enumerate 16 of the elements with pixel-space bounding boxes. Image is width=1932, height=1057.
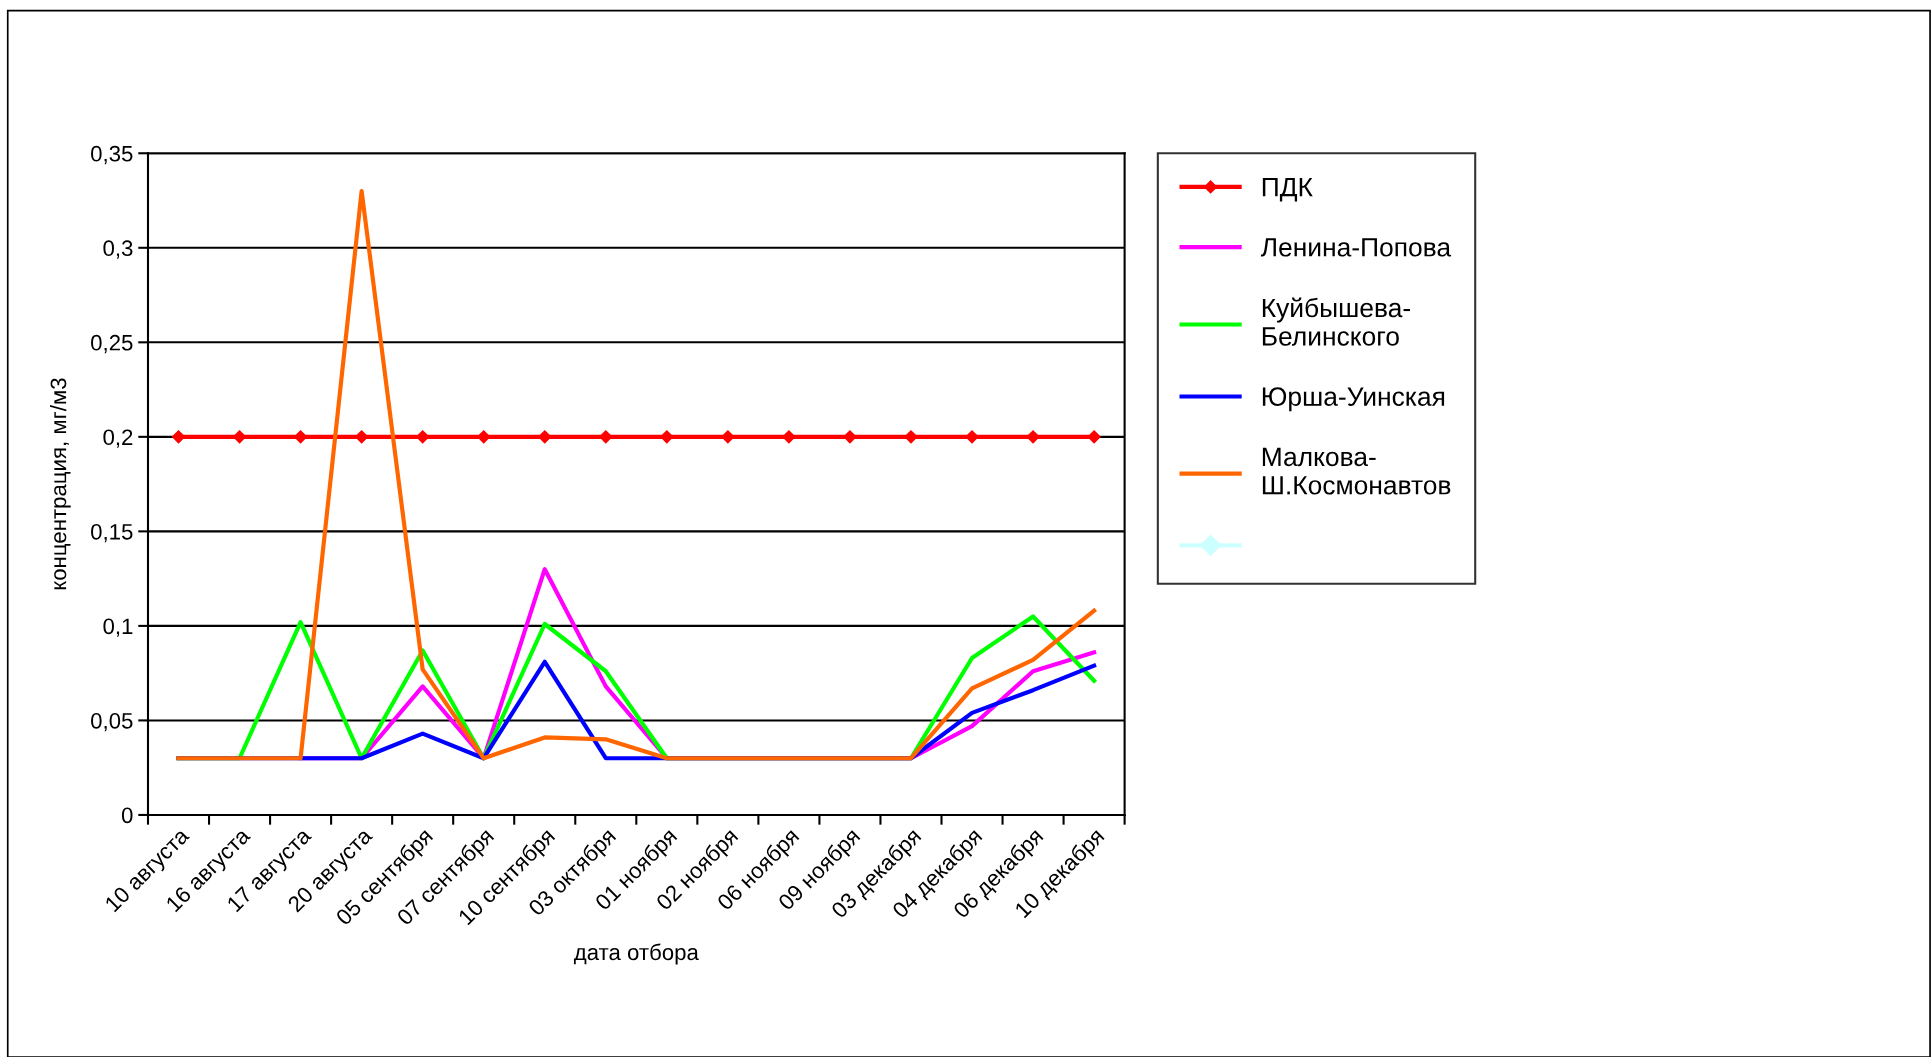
legend-label: Юрша-Уинская bbox=[1262, 387, 1445, 412]
y-tick-label: 0,05 bbox=[91, 712, 133, 732]
line-series bbox=[176, 188, 1097, 761]
x-axis-title: дата отбора bbox=[573, 943, 699, 965]
y-axis-title: концентрация, мг/м3 bbox=[50, 378, 71, 590]
legend-label: Малкова- Ш.Космонавтов bbox=[1262, 447, 1451, 495]
y-tick-label: 0 bbox=[121, 807, 133, 824]
legend-label: Куйбышева- Белинского bbox=[1262, 297, 1410, 346]
y-tick-label: 0,1 bbox=[103, 618, 133, 637]
y-tick-label: 0,35 bbox=[91, 145, 133, 165]
y-tick-label: 0,15 bbox=[91, 523, 133, 543]
y-tick-label: 0,3 bbox=[103, 240, 133, 259]
y-tick-label: 0,2 bbox=[103, 429, 133, 448]
legend-label: ПДК bbox=[1262, 177, 1313, 202]
legend-label: Ленина-Попова bbox=[1260, 238, 1452, 257]
y-tick-label: 0,25 bbox=[91, 334, 133, 354]
